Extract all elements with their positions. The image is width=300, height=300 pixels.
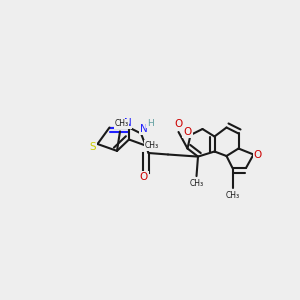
- Text: O: O: [254, 149, 262, 160]
- Text: CH₃: CH₃: [189, 179, 204, 188]
- Text: O: O: [174, 119, 183, 130]
- Text: H: H: [147, 118, 153, 127]
- Text: CH₃: CH₃: [225, 190, 240, 200]
- Text: CH₃: CH₃: [145, 141, 159, 150]
- Text: S: S: [90, 142, 96, 152]
- Text: N: N: [140, 124, 148, 134]
- Text: CH₃: CH₃: [114, 119, 129, 128]
- Text: N: N: [124, 118, 131, 128]
- Text: O: O: [140, 172, 148, 182]
- Text: O: O: [183, 127, 192, 137]
